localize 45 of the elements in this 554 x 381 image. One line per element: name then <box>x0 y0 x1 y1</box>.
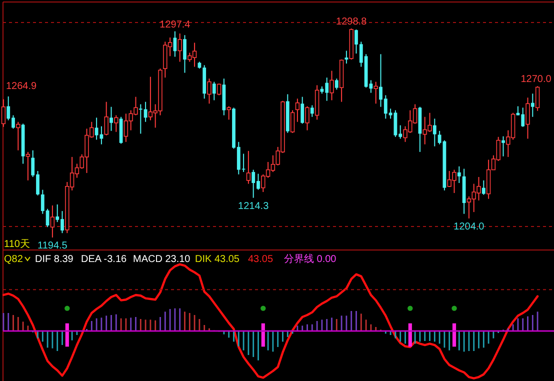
annotation: 1270.0 <box>520 74 552 86</box>
annotation: MACD 23.10 <box>133 254 191 265</box>
candlestick <box>16 121 20 151</box>
text: 110天 <box>4 239 30 250</box>
candlestick <box>530 93 534 118</box>
candlestick <box>374 81 378 104</box>
annotation: 分界线 0.00 <box>284 253 337 265</box>
candlestick <box>300 96 304 124</box>
annotation: DIF 8.39 <box>35 254 74 265</box>
annotation: 43.05 <box>248 254 274 265</box>
annotation: 1264.9 <box>6 81 38 92</box>
annotation: DEA -3.16 <box>81 254 128 265</box>
annotation: 1297.4 <box>160 19 191 30</box>
candlestick <box>457 166 461 184</box>
candlestick <box>1 98 6 128</box>
candlestick <box>526 97 530 140</box>
candlestick <box>114 114 118 132</box>
annotation: 1298.8 <box>336 16 368 28</box>
annotation: Q82 <box>4 254 24 265</box>
candlestick <box>216 83 222 96</box>
candlestick <box>212 81 216 101</box>
candlestick <box>535 86 540 112</box>
candlestick <box>295 98 300 122</box>
candlestick <box>310 104 314 118</box>
candlestick <box>482 180 486 196</box>
candlestick <box>138 104 142 134</box>
annotation: 1204.0 <box>454 221 485 232</box>
annotation: DIK 43.05 <box>195 254 240 265</box>
candlestick <box>104 101 108 136</box>
candlestick <box>334 78 338 90</box>
annotation: 1194.5 <box>38 240 68 252</box>
candlestick <box>226 106 231 120</box>
candlestick <box>144 101 148 122</box>
candlestick <box>50 204 55 238</box>
candlestick <box>290 110 295 134</box>
candlestick <box>183 34 186 74</box>
candlestick <box>178 33 182 62</box>
candlestick <box>330 70 334 101</box>
candlestick <box>305 106 310 131</box>
candlestick <box>110 106 113 132</box>
candlestick <box>432 118 436 147</box>
candlestick <box>246 150 251 184</box>
annotation: 1214.3 <box>238 200 270 212</box>
candlestick <box>502 136 505 157</box>
candlestick <box>207 78 212 104</box>
